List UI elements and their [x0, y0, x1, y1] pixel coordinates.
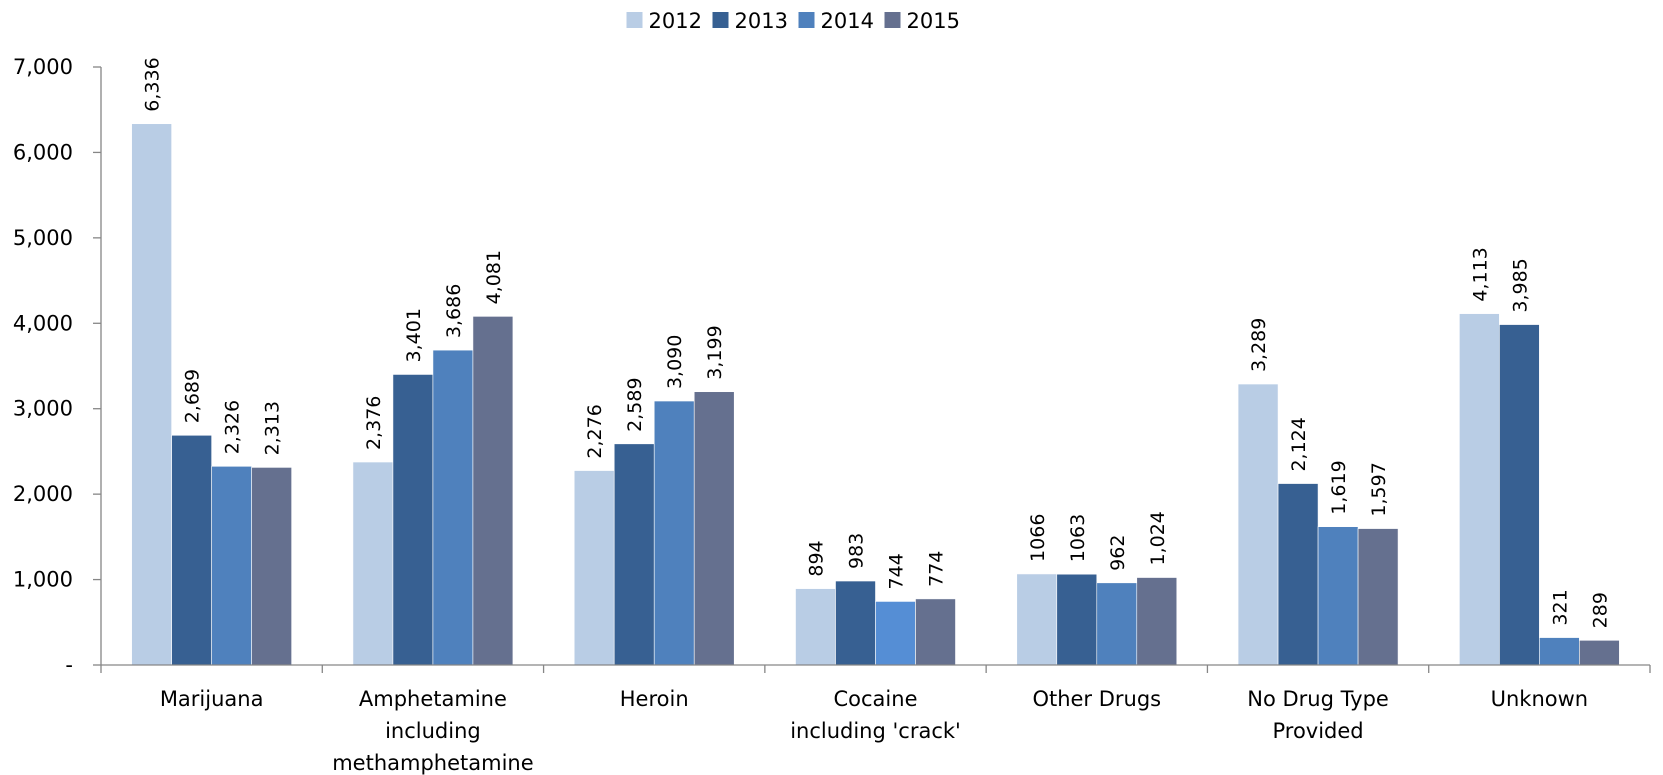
bar [915, 598, 956, 666]
x-category-label: Other Drugs [1032, 687, 1161, 711]
y-axis: - 1,000 2,000 3,000 4,000 5,000 6,000 7,000 [13, 55, 102, 677]
y-tick-label: 7,000 [13, 55, 73, 79]
legend-label: 2012 [649, 9, 702, 33]
bar [1096, 582, 1138, 666]
bar-value-label: 1,597 [1368, 462, 1390, 516]
legend-label: 2014 [821, 9, 874, 33]
bar [1579, 640, 1620, 666]
x-category-label: Heroin [620, 687, 689, 711]
y-tick-label: 1,000 [13, 568, 73, 592]
bar-value-label: 2,276 [584, 404, 606, 458]
y-tick-label: 4,000 [13, 311, 73, 335]
bar-value-label: 4,081 [483, 250, 505, 304]
x-category-label: Marijuana [160, 687, 264, 711]
value-labels: 6,336 2,689 2,326 2,313 2,376 3,401 3,686 4,081… [142, 57, 1612, 628]
bar [573, 470, 615, 666]
x-category-label: Unknown [1491, 687, 1588, 711]
bar [1459, 313, 1500, 666]
bar [875, 601, 916, 666]
bar [211, 465, 252, 666]
bar-value-label: 2,376 [363, 396, 385, 450]
legend: 2012 2013 2014 2015 [626, 9, 960, 33]
bars [131, 123, 1620, 666]
bar-value-label: 983 [846, 533, 868, 569]
bar-value-label: 1066 [1027, 514, 1049, 562]
bar-value-label: 962 [1107, 535, 1129, 571]
bar-value-label: 894 [806, 540, 828, 576]
bar [1016, 573, 1058, 666]
bar [392, 374, 434, 666]
legend-swatch [798, 12, 815, 28]
bar-value-label: 289 [1589, 592, 1611, 628]
bar [1499, 324, 1540, 666]
bar [613, 443, 655, 666]
legend-swatch [712, 12, 729, 28]
bar-value-label: 3,985 [1509, 258, 1531, 312]
bar-value-label: 321 [1549, 589, 1571, 625]
bar-value-label: 3,199 [704, 325, 726, 379]
y-tick-label: 2,000 [13, 482, 73, 506]
legend-label: 2015 [907, 9, 960, 33]
bar-value-label: 2,313 [262, 401, 284, 455]
legend-swatch [884, 12, 901, 28]
legend-swatch [626, 12, 643, 28]
y-tick-label: 5,000 [13, 226, 73, 250]
bar [1539, 637, 1580, 666]
bar [472, 316, 514, 666]
y-tick-label: 3,000 [13, 397, 73, 421]
x-category-label: Amphetamine including methamphetamine [332, 687, 533, 775]
bar-value-label: 3,090 [664, 335, 686, 389]
bar [693, 391, 735, 666]
x-category-label: Cocaine including 'crack' [790, 687, 961, 743]
bar [1237, 383, 1279, 666]
bar [835, 580, 876, 666]
bar-value-label: 1063 [1067, 514, 1089, 562]
bar [171, 434, 212, 666]
bar-value-label: 2,689 [182, 369, 204, 423]
bar [1357, 528, 1399, 666]
bar-value-label: 4,113 [1469, 247, 1491, 301]
bar [1277, 483, 1319, 666]
bar [432, 349, 474, 666]
bar [1056, 573, 1098, 666]
bar-value-label: 1,024 [1147, 511, 1169, 565]
bar-value-label: 2,124 [1288, 417, 1310, 471]
bar-value-label: 774 [926, 551, 948, 587]
x-category-label: No Drug Type Provided [1247, 687, 1389, 743]
bar [352, 461, 394, 666]
bar-value-label: 744 [886, 553, 908, 589]
bar [1136, 577, 1178, 666]
bar-value-label: 2,326 [222, 400, 244, 454]
bar [131, 123, 172, 666]
bar-value-label: 6,336 [142, 57, 164, 111]
bar-value-label: 1,619 [1328, 460, 1350, 514]
bar [251, 467, 292, 666]
y-tick-label: 6,000 [13, 140, 73, 164]
bar [795, 588, 836, 666]
bar [653, 400, 695, 666]
bar [1317, 526, 1359, 666]
y-tick-label: - [65, 653, 73, 677]
legend-label: 2013 [735, 9, 788, 33]
bar-value-label: 3,289 [1248, 318, 1270, 372]
bar-value-label: 3,686 [443, 284, 465, 338]
bar-value-label: 3,401 [403, 308, 425, 362]
bar-value-label: 2,589 [624, 377, 646, 431]
x-axis: Marijuana Amphetamine including methampheta… [100, 664, 1651, 775]
